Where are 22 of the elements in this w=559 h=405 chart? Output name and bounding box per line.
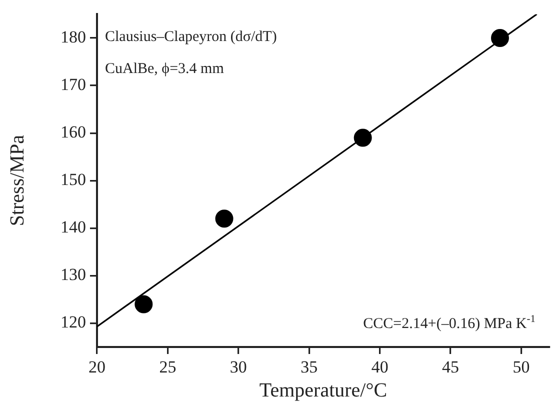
y-tick-label: 130	[60, 265, 86, 284]
annotation: CuAlBe, ϕ=3.4 mm	[105, 61, 224, 78]
y-tick-label: 160	[60, 122, 86, 142]
x-tick-label: 50	[512, 358, 530, 377]
x-tick-label: 45	[442, 358, 460, 377]
point	[215, 210, 234, 228]
x-tick-label: 20	[88, 358, 106, 377]
x-tick-label: 35	[300, 358, 318, 377]
x-tick-label: 40	[371, 358, 388, 377]
y-tick-label: 180	[60, 27, 86, 46]
x-tick-label: 30	[230, 358, 247, 377]
point	[134, 295, 153, 314]
y-tick-label: 120	[60, 312, 86, 332]
y-tick-label: 140	[60, 218, 86, 237]
point	[491, 28, 510, 47]
y-tick-label: 170	[60, 74, 86, 94]
point	[354, 128, 372, 147]
x-axis-title: Temperature/°C	[259, 379, 388, 402]
y-tick-label: 150	[60, 170, 86, 190]
y-axis-title: Stress/MPa	[6, 134, 28, 226]
x-tick-label: 25	[159, 358, 176, 377]
annotation: Clausius–Clapeyron (dσ/dT)	[105, 29, 277, 46]
